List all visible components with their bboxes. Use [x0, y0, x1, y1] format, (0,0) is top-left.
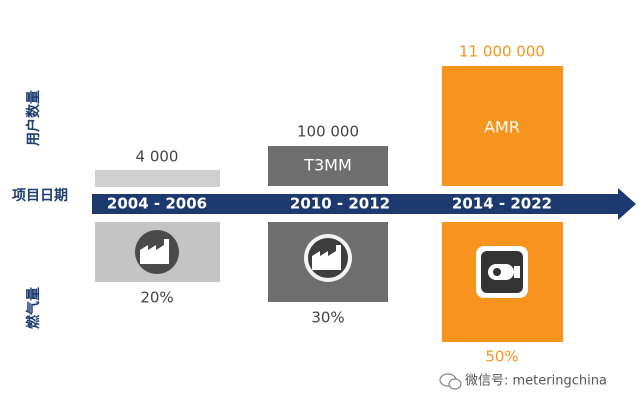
users-box: [442, 66, 563, 186]
users-box: [268, 146, 388, 186]
users-axis-label: 用户数量: [25, 90, 42, 146]
period-date: 2014 - 2022: [452, 195, 552, 213]
gas-share: 30%: [311, 309, 344, 327]
users-count: 4 000: [136, 148, 179, 166]
gas-share: 50%: [485, 348, 518, 366]
period-date: 2010 - 2012: [290, 195, 390, 213]
wechat-icon: [439, 373, 462, 390]
factory-icon: [304, 234, 352, 282]
users-box: [95, 170, 220, 187]
system-name: AMR: [484, 118, 520, 137]
gas-axis-label: 燃气量: [25, 287, 42, 329]
users-count: 11 000 000: [459, 43, 545, 61]
watermark: 微信号: meteringchina: [465, 374, 607, 389]
system-name: T3MM: [303, 156, 352, 175]
period-date: 2004 - 2006: [107, 195, 207, 213]
factory-icon: [135, 230, 179, 274]
gas-share: 20%: [140, 289, 173, 307]
users-count: 100 000: [297, 123, 359, 141]
meter-icon: [476, 246, 528, 298]
date-axis-label: 项目日期: [12, 188, 68, 204]
timeline-arrow: [92, 188, 636, 220]
